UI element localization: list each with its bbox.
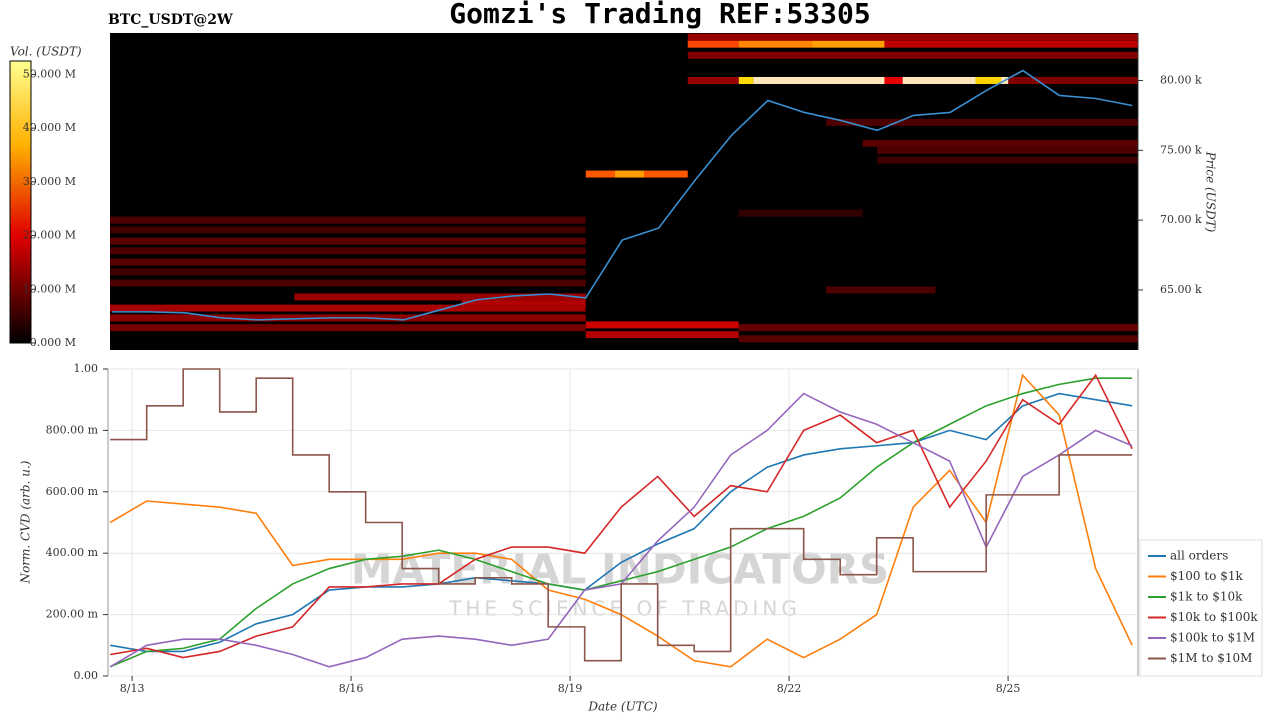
heat-cell — [884, 40, 1138, 48]
cvd-line — [110, 373, 1133, 659]
heat-cell — [687, 51, 1138, 59]
colorbar — [9, 60, 32, 344]
cvd-panel: 0.00 200.00 m 400.00 m 600.00 m 800.00 m 1.00… — [46, 362, 1263, 695]
heat-cell — [738, 335, 1138, 343]
heat-cell — [975, 76, 1002, 84]
legend-label: $100k to $1M — [1170, 631, 1255, 645]
heat-cell — [687, 33, 1138, 41]
heat-cell — [738, 76, 754, 84]
y-tick-label: 65.00 k — [1160, 283, 1202, 296]
heat-cell — [110, 279, 586, 287]
heat-cell — [902, 76, 976, 84]
colorbar-tick-label: 30.000 M — [23, 175, 76, 188]
heat-cell — [687, 76, 739, 84]
heat-cell — [826, 118, 1138, 126]
heat-cell — [110, 226, 586, 234]
y-tick-label: 800.00 m — [46, 423, 99, 436]
heat-cell — [687, 40, 739, 48]
colorbar-tick-label: 40.000 M — [23, 121, 76, 134]
y-tick-label: 600.00 m — [46, 485, 99, 498]
colorbar-label: Vol. (USDT) — [10, 45, 82, 59]
cvd-line — [109, 377, 1133, 668]
heatmap-panel: 65.00 k 70.00 k 75.00 k 80.00 k 0.000 M 10.00… — [23, 33, 1202, 350]
heat-cell — [585, 170, 615, 178]
heat-cell — [110, 216, 586, 224]
heat-cell — [811, 40, 885, 48]
legend-label: $100 to $1k — [1170, 569, 1243, 583]
y-axis-title: Price (USDT) — [1204, 151, 1218, 233]
heat-cell — [877, 146, 1138, 154]
heat-cell — [884, 76, 903, 84]
page-title: Gomzi's Trading REF:53305 — [449, 0, 870, 30]
heat-cell — [644, 170, 688, 178]
cvd-line — [110, 392, 1133, 653]
x-tick-label: 8/25 — [996, 682, 1021, 695]
colorbar-tick-label: 20.000 M — [23, 229, 76, 242]
legend-label: $1k to $10k — [1170, 590, 1243, 604]
colorbar-tick-label: 10.000 M — [23, 282, 76, 295]
x-tick-label: 8/19 — [558, 682, 583, 695]
heat-cell — [753, 76, 885, 84]
heat-cell — [738, 324, 1138, 332]
x-tick-label: 8/16 — [339, 682, 364, 695]
x-tick-label: 8/13 — [120, 682, 145, 695]
heatmap-background — [110, 33, 1138, 350]
heat-cell — [585, 321, 739, 329]
price-line — [112, 69, 1133, 321]
y-tick-label: 70.00 k — [1160, 213, 1202, 226]
y-axis-title: Norm. CVD (arb. u.) — [19, 460, 33, 584]
legend-label: $1M to $10M — [1170, 651, 1252, 665]
heat-cell — [110, 237, 586, 245]
colorbar-tick-label: 0.000 M — [30, 336, 76, 349]
heat-cell — [738, 209, 863, 217]
watermark: THE SCIENCE OF TRADING — [448, 597, 801, 621]
heat-cell — [461, 300, 586, 308]
y-tick-label: 80.00 k — [1160, 73, 1202, 86]
heat-cell — [826, 286, 936, 294]
heat-cell — [294, 293, 586, 301]
y-tick-label: 400.00 m — [46, 546, 99, 559]
heat-cell — [110, 324, 586, 332]
legend — [1139, 539, 1263, 677]
x-tick-label: 8/22 — [777, 682, 802, 695]
panel-title: BTC_USDT@2W — [108, 12, 233, 28]
colorbar-tick-label: 50.000 M — [23, 67, 76, 80]
cvd-line — [110, 368, 1133, 662]
y-tick-label: 75.00 k — [1160, 143, 1202, 156]
y-tick-label: 200.00 m — [46, 608, 99, 621]
y-tick-label: 1.00 — [74, 362, 99, 375]
heat-cell — [614, 170, 645, 178]
heat-cell — [110, 304, 586, 312]
heat-cell — [110, 247, 586, 255]
heat-cell — [738, 40, 812, 48]
heat-cell — [585, 331, 739, 339]
heat-cell — [862, 139, 1138, 147]
legend-label: all orders — [1170, 549, 1228, 563]
heat-cell — [110, 258, 586, 266]
heat-cell — [1008, 76, 1138, 84]
heat-cell — [110, 268, 586, 276]
legend-label: $10k to $100k — [1170, 610, 1258, 624]
heat-cell — [877, 156, 1138, 164]
x-axis-title: Date (UTC) — [587, 700, 657, 714]
y-tick-label: 0.00 — [74, 669, 99, 682]
